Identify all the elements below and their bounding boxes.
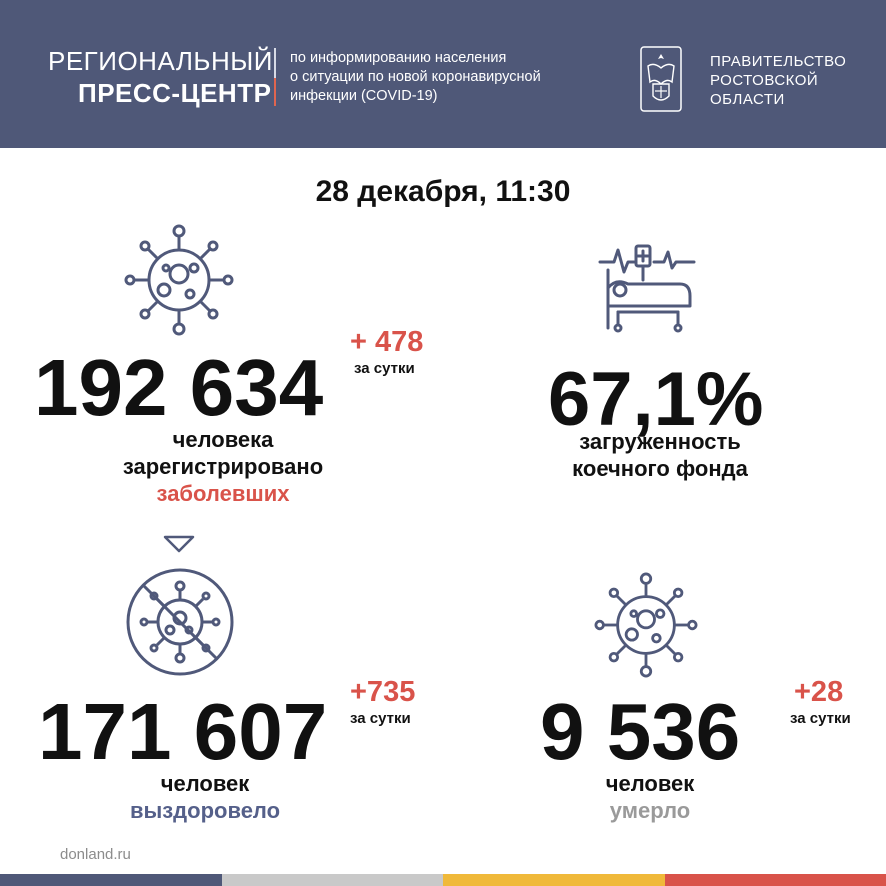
- report-date: 28 декабря, 11:30: [315, 175, 571, 208]
- footer-segment: [221, 874, 443, 886]
- header-gov-line: ПРАВИТЕЛЬСТВО: [710, 53, 847, 70]
- infected-delta-label: за сутки: [354, 360, 415, 377]
- deaths-delta-label: за сутки: [790, 710, 851, 727]
- recovered-caption-line: человек: [160, 771, 250, 796]
- recovered-delta-label: за сутки: [350, 710, 411, 727]
- virus-icon: [124, 224, 234, 336]
- recovered-delta: +735: [350, 676, 416, 708]
- header-description: по информированию населения о ситуации п…: [290, 49, 541, 106]
- header-desc-line: по информированию населения: [290, 50, 507, 66]
- beds-caption-line: коечного фонда: [572, 456, 748, 481]
- infected-total: 192 634: [34, 343, 324, 432]
- header-title-line2: ПРЕСС-ЦЕНТР: [78, 78, 272, 108]
- recovered-caption-highlight: выздоровело: [129, 798, 281, 823]
- footer-segment: [443, 874, 665, 886]
- deaths-total: 9 536: [540, 687, 741, 776]
- recovered-total: 171 607: [38, 687, 328, 776]
- virus-icon: [594, 572, 698, 678]
- header-title-line1: РЕГИОНАЛЬНЫЙ: [48, 46, 273, 76]
- crossed-virus-icon: [126, 568, 234, 676]
- beds-caption: загруженность коечного фонда: [510, 428, 810, 482]
- infected-delta: + 478: [350, 326, 424, 358]
- infected-caption-line: человека: [172, 427, 274, 452]
- recovered-caption: человек выздоровело: [60, 770, 350, 824]
- source-link: donland.ru: [60, 846, 131, 863]
- infected-caption-line: зарегистрировано: [122, 454, 324, 479]
- chevron-down-icon: [163, 535, 195, 553]
- header-desc-line: о ситуации по новой коронавирусной: [290, 69, 541, 85]
- deaths-caption-highlight: умерло: [609, 798, 691, 823]
- deaths-delta: +28: [794, 676, 844, 708]
- footer-color-bar: [0, 874, 886, 886]
- header-divider: [274, 48, 276, 106]
- bed-occupancy-value: 67,1%: [548, 357, 764, 442]
- beds-caption-line: загруженность: [579, 429, 741, 454]
- footer-segment: [664, 874, 886, 886]
- header-divider-accent: [274, 78, 276, 106]
- header-government: ПРАВИТЕЛЬСТВО РОСТОВСКОЙ ОБЛАСТИ: [710, 52, 846, 109]
- deaths-caption-line: человек: [605, 771, 695, 796]
- infected-caption: человека зарегистрировано заболевших: [78, 426, 368, 507]
- infected-caption-highlight: заболевших: [156, 481, 290, 506]
- deaths-caption: человек умерло: [500, 770, 800, 824]
- coat-of-arms-icon: [640, 46, 682, 112]
- hospital-bed-icon: [598, 244, 696, 333]
- header-gov-line: ОБЛАСТИ: [710, 91, 785, 108]
- header-gov-line: РОСТОВСКОЙ: [710, 72, 819, 89]
- footer-segment: [0, 874, 222, 886]
- header-desc-line: инфекции (COVID-19): [290, 88, 438, 104]
- header-banner: РЕГИОНАЛЬНЫЙ ПРЕСС-ЦЕНТР по информирован…: [0, 0, 886, 148]
